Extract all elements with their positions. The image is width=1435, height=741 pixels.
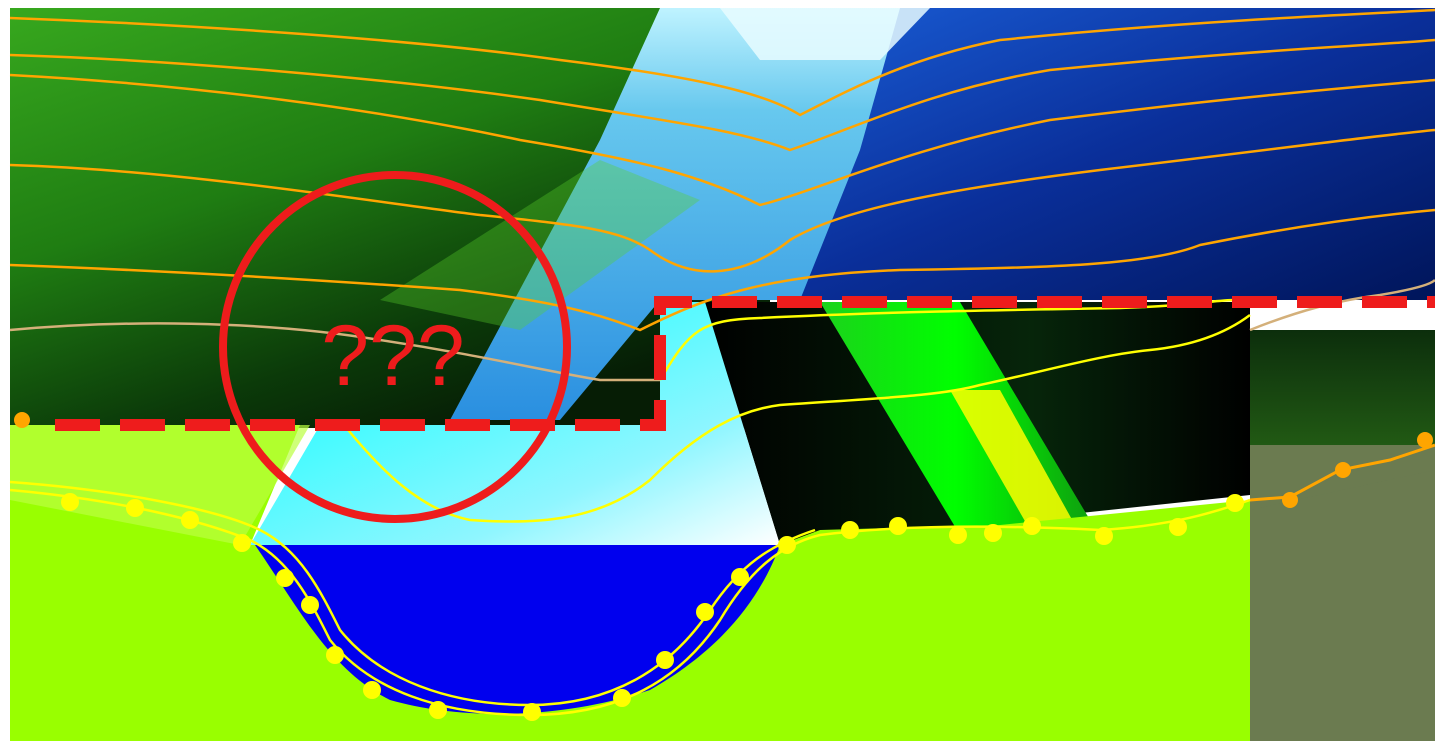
- contour-marker: [14, 412, 30, 428]
- contour-marker: [1023, 517, 1041, 535]
- contour-marker: [1282, 492, 1298, 508]
- contour-line: [9, 73, 1435, 207]
- contour-marker: [363, 681, 381, 699]
- contour-marker: [841, 521, 859, 539]
- annotation-label: ???: [321, 308, 465, 404]
- contour-lines-orange: [9, 8, 1435, 502]
- green-ridge-streak: [380, 160, 700, 330]
- contour-marker: [656, 651, 674, 669]
- bright-haze: [720, 8, 930, 60]
- contour-line: [9, 322, 660, 382]
- contour-markers: [61, 493, 1244, 721]
- contour-marker: [126, 499, 144, 517]
- contour-marker: [889, 517, 907, 535]
- contour-line: [9, 38, 1435, 152]
- contour-marker: [1417, 432, 1433, 448]
- contour-marker: [1335, 462, 1351, 478]
- contour-marker: [233, 534, 251, 552]
- dashed-boundary-line: [55, 296, 1435, 431]
- contour-marker: [949, 526, 967, 544]
- contour-marker: [1095, 527, 1113, 545]
- upper-right-terrain: [760, 8, 1435, 300]
- contour-marker: [1226, 494, 1244, 512]
- yellow-stripe: [950, 390, 1075, 530]
- annotation-circle: [219, 171, 571, 523]
- contour-line: [9, 128, 1435, 273]
- contour-marker: [181, 511, 199, 529]
- contour-marker: [696, 603, 714, 621]
- contour-marker: [984, 524, 1002, 542]
- contour-marker: [301, 596, 319, 614]
- contour-marker: [613, 689, 631, 707]
- cyan-fan: [250, 302, 780, 545]
- contour-marker: [429, 701, 447, 719]
- contour-marker: [523, 703, 541, 721]
- contour-marker: [276, 569, 294, 587]
- field-glow: [10, 425, 310, 545]
- contour-marker: [326, 646, 344, 664]
- contour-marker: [1169, 518, 1187, 536]
- contour-marker: [61, 493, 79, 511]
- contour-line: [9, 488, 1251, 717]
- contour-line: [9, 8, 1435, 117]
- contour-marker: [731, 568, 749, 586]
- contour-marker: [778, 536, 796, 554]
- contour-markers-orange: [14, 412, 1433, 508]
- contour-line: [339, 313, 1251, 523]
- contour-line: [9, 208, 1435, 332]
